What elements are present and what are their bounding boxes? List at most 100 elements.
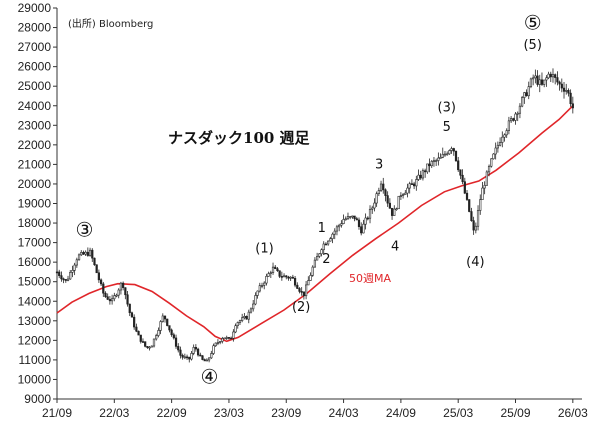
price-candle bbox=[97, 272, 100, 281]
price-candle bbox=[375, 193, 378, 204]
price-candle bbox=[73, 264, 76, 271]
price-candle bbox=[443, 153, 447, 156]
price-candle bbox=[538, 79, 541, 85]
y-tick-label: 18000 bbox=[18, 216, 52, 230]
price-candle bbox=[401, 194, 405, 196]
source-label: (出所) Bloomberg bbox=[68, 17, 153, 30]
price-candle bbox=[340, 223, 343, 226]
price-candle bbox=[254, 295, 257, 305]
price-candle bbox=[457, 160, 460, 171]
price-candle bbox=[487, 165, 491, 173]
price-candle bbox=[146, 346, 149, 348]
price-candle bbox=[426, 163, 429, 173]
price-candle bbox=[371, 207, 374, 210]
price-candle bbox=[247, 311, 250, 320]
price-candle bbox=[408, 183, 411, 189]
price-candle bbox=[490, 158, 493, 167]
price-candle bbox=[307, 280, 310, 286]
price-candle bbox=[388, 202, 391, 209]
y-tick-label: 9000 bbox=[24, 392, 51, 406]
price-candle bbox=[223, 337, 226, 340]
price-candle bbox=[454, 150, 458, 162]
price-candle bbox=[419, 174, 422, 179]
x-tick-label: 24/03 bbox=[329, 406, 359, 420]
price-candle bbox=[263, 282, 266, 286]
price-candle bbox=[170, 329, 173, 336]
price-candle bbox=[360, 226, 363, 234]
price-candle bbox=[278, 270, 281, 277]
price-candle bbox=[377, 190, 380, 194]
price-candle bbox=[287, 276, 290, 279]
price-candle bbox=[296, 284, 299, 289]
price-candle bbox=[399, 195, 402, 197]
price-candle bbox=[390, 207, 394, 216]
price-candle bbox=[333, 230, 336, 235]
price-candle bbox=[529, 78, 533, 87]
price-candle bbox=[298, 288, 301, 292]
price-candle bbox=[258, 285, 261, 292]
price-candle bbox=[540, 79, 544, 85]
price-candle bbox=[311, 266, 314, 276]
price-candle bbox=[199, 354, 202, 357]
price-candle bbox=[203, 359, 206, 362]
y-tick-label: 19000 bbox=[18, 197, 52, 211]
y-tick-label: 23000 bbox=[18, 118, 52, 132]
price-candle bbox=[62, 278, 65, 281]
price-candle bbox=[316, 256, 319, 261]
price-candle bbox=[335, 226, 339, 232]
chart-title: ナスダック100 週足 bbox=[168, 129, 311, 147]
price-candle bbox=[221, 338, 224, 342]
y-tick-label: 17000 bbox=[18, 236, 52, 250]
price-candle bbox=[282, 275, 286, 278]
price-candle bbox=[344, 218, 347, 221]
price-candle bbox=[397, 195, 400, 210]
price-candle bbox=[514, 113, 517, 121]
price-candle bbox=[338, 224, 341, 228]
price-candle bbox=[119, 282, 123, 291]
price-candle bbox=[99, 279, 103, 285]
moving-average-series bbox=[56, 105, 574, 343]
price-candle bbox=[465, 192, 469, 200]
price-candle bbox=[194, 346, 197, 350]
wave-label: (3) bbox=[438, 101, 456, 116]
price-candle bbox=[150, 345, 153, 348]
price-candle bbox=[417, 174, 420, 180]
price-candle bbox=[503, 134, 506, 138]
price-candle bbox=[327, 240, 330, 245]
price-candle bbox=[476, 210, 480, 227]
wave-label: 5 bbox=[443, 120, 451, 135]
price-candle bbox=[501, 136, 504, 143]
price-candle bbox=[108, 299, 112, 302]
price-candle bbox=[243, 316, 246, 319]
price-candle bbox=[252, 303, 255, 310]
y-tick-label: 16000 bbox=[18, 255, 52, 269]
price-candle bbox=[342, 219, 345, 224]
price-candle bbox=[196, 348, 200, 356]
price-candle bbox=[69, 272, 72, 280]
price-candle bbox=[155, 335, 158, 340]
price-candle bbox=[483, 185, 486, 189]
wave-label: ⑤ bbox=[524, 11, 542, 35]
x-tick-label: 21/09 bbox=[42, 406, 72, 420]
price-candle bbox=[518, 105, 522, 114]
price-candle bbox=[214, 342, 217, 347]
price-candle bbox=[415, 179, 418, 187]
price-candle bbox=[545, 77, 548, 81]
price-candle bbox=[410, 183, 414, 185]
price-candle bbox=[141, 341, 145, 343]
price-candle bbox=[441, 153, 444, 158]
wave-label: 3 bbox=[375, 157, 383, 172]
y-tick-label: 20000 bbox=[18, 177, 52, 191]
price-candle bbox=[77, 254, 81, 261]
price-candle bbox=[353, 215, 356, 219]
price-candle bbox=[452, 148, 455, 152]
price-candle bbox=[485, 171, 488, 186]
price-candle bbox=[152, 338, 156, 347]
price-candle bbox=[267, 273, 270, 277]
price-candle bbox=[84, 251, 87, 255]
price-candle bbox=[102, 283, 105, 294]
price-candle bbox=[523, 92, 526, 98]
x-tick-label: 25/09 bbox=[500, 406, 530, 420]
wave-label: ④ bbox=[200, 364, 218, 388]
y-tick-label: 26000 bbox=[18, 60, 52, 74]
